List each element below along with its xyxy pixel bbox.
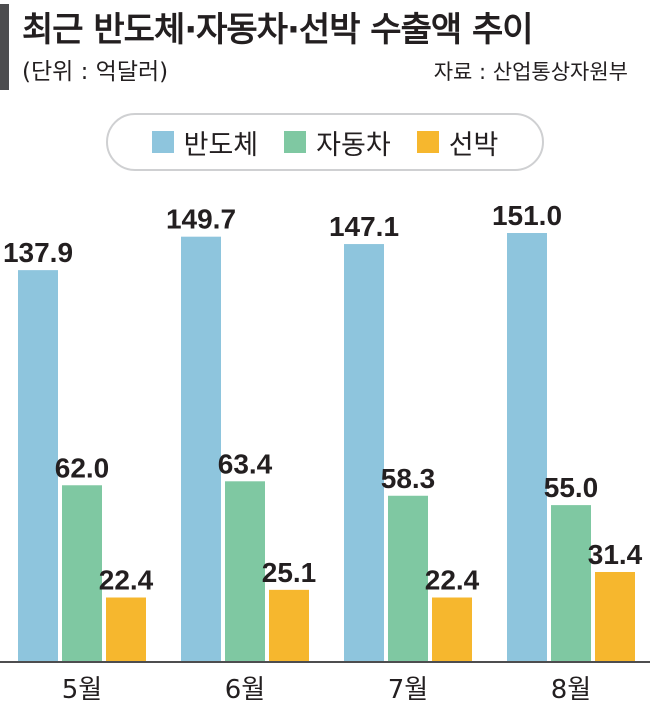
value-label-automobile-1: 62.0 [55, 452, 110, 483]
legend-swatch-semiconductor [151, 131, 174, 153]
bar-semiconductor-4 [507, 233, 547, 661]
value-label-automobile-4: 55.0 [544, 472, 599, 503]
bar-semiconductor-1 [18, 270, 58, 661]
category-label-3: 7월 [388, 675, 428, 704]
legend-swatch-automobile [284, 131, 307, 153]
value-label-ship-3: 22.4 [425, 565, 480, 596]
value-label-semiconductor-3: 147.1 [329, 211, 399, 242]
legend-swatch-ship [416, 131, 439, 153]
value-label-automobile-2: 63.4 [218, 448, 273, 479]
category-label-1: 5월 [62, 675, 102, 704]
bar-semiconductor-3 [344, 244, 384, 661]
value-label-semiconductor-1: 137.9 [3, 237, 73, 268]
value-label-automobile-3: 58.3 [381, 463, 436, 494]
title-accent-bar [0, 4, 9, 90]
value-label-semiconductor-2: 149.7 [166, 204, 236, 235]
bar-semiconductor-2 [181, 236, 221, 662]
bar-ship-3 [432, 597, 472, 661]
category-label-2: 6월 [225, 675, 265, 704]
legend: 반도체 자동차 선박 [106, 113, 544, 171]
legend-label-ship: 선박 [448, 129, 499, 161]
value-label-semiconductor-4: 151.0 [492, 200, 562, 231]
unit-label: (단위 : 억달러) [22, 59, 169, 85]
value-label-ship-2: 25.1 [262, 557, 317, 588]
bar-ship-2 [269, 589, 309, 661]
legend-label-automobile: 자동차 [316, 129, 391, 161]
legend-item-automobile: 자동차 [284, 123, 391, 162]
chart-title: 최근 반도체·자동차·선박 수출액 추이 [22, 10, 534, 50]
legend-item-semiconductor: 반도체 [151, 123, 259, 162]
bar-automobile-1 [62, 485, 102, 661]
bar-automobile-2 [225, 481, 265, 661]
source-label: 자료 : 산업통상자원부 [433, 60, 628, 84]
value-label-ship-4: 31.4 [588, 539, 643, 570]
legend-item-ship: 선박 [416, 123, 499, 162]
category-label-4: 8월 [551, 675, 591, 704]
legend-label-semiconductor: 반도체 [183, 129, 259, 161]
bar-ship-1 [106, 597, 146, 661]
bar-ship-4 [595, 571, 635, 661]
bar-automobile-4 [551, 505, 591, 661]
value-label-ship-1: 22.4 [99, 565, 154, 596]
bar-automobile-3 [388, 495, 428, 661]
